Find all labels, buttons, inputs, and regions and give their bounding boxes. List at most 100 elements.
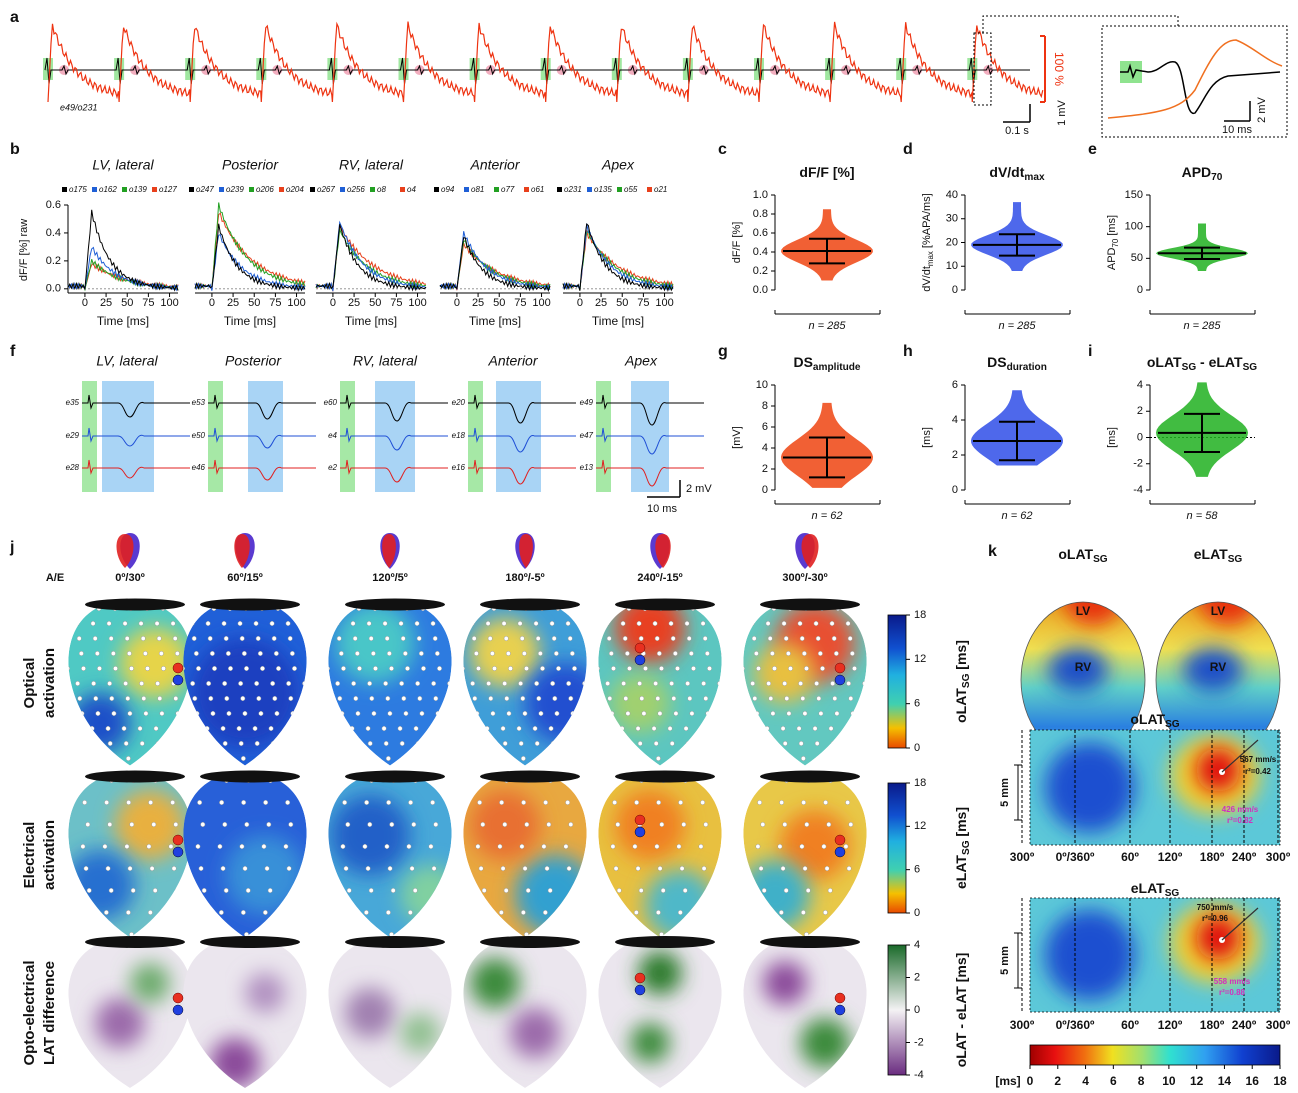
y-axis-label-part: dF/F [%] <box>731 222 743 264</box>
stim-window <box>340 381 355 492</box>
activation-region <box>638 951 682 995</box>
electrode-dot <box>735 910 739 914</box>
optical-trace <box>562 230 674 291</box>
electrode-dot <box>301 621 307 626</box>
electrode-dot <box>269 621 275 626</box>
electrode-dot <box>429 726 435 731</box>
electrode-dot <box>221 621 227 626</box>
panel-title: DSamplitude <box>793 354 860 373</box>
electrode-dot <box>240 696 246 701</box>
electrode-dot <box>367 741 373 746</box>
activation-region <box>335 603 415 683</box>
y-axis-label: [ms] <box>1106 427 1118 448</box>
electrode-dot <box>767 636 773 641</box>
electrode-dot <box>760 822 766 827</box>
atrial-cut <box>85 598 185 611</box>
colorbar-tick-label: -4 <box>914 1069 924 1081</box>
ecg-trace <box>44 57 1030 85</box>
electrode-dot <box>126 651 132 656</box>
electrode-dot <box>371 711 377 716</box>
electrode-dot <box>723 606 727 610</box>
electrode-dot <box>189 756 192 761</box>
y-tick-label: 30 <box>946 213 958 225</box>
colorbar-label-part: oLAT - eLAT [ms] <box>953 953 969 1068</box>
electrode-dot <box>159 711 165 716</box>
electrode-dot <box>831 636 837 641</box>
electrode-dot <box>623 696 629 701</box>
electrode-dot <box>472 756 478 761</box>
electrode-dot <box>592 756 596 760</box>
electrode-dot <box>603 726 609 731</box>
y-tick-label: 2 <box>762 463 768 475</box>
electrode-dot <box>288 822 294 827</box>
electrode-dot <box>822 910 828 915</box>
x-tick-label: 100 <box>655 297 673 309</box>
y-axis-label: dF/F [%] <box>731 222 743 264</box>
electrode-dot <box>638 636 644 641</box>
electrode-dot <box>186 621 192 626</box>
electrode-dot <box>639 696 645 701</box>
legend-swatch <box>587 187 592 192</box>
y-tick-label: 0.6 <box>46 199 61 211</box>
electrode-dot <box>205 621 211 626</box>
electrode-dot <box>210 711 216 716</box>
electrode-dot <box>448 636 452 641</box>
electrode-dot <box>266 822 272 827</box>
x-tick-label: 120º <box>1158 850 1183 864</box>
panel-title-part: - eLAT <box>1196 354 1243 370</box>
electrode-dot <box>764 726 770 731</box>
electrode-dot <box>570 711 576 716</box>
electrode-dot <box>111 711 117 716</box>
electrode-dot <box>222 741 228 746</box>
optical-trace <box>194 212 306 291</box>
electrogram <box>340 394 448 422</box>
electrode-dot <box>691 666 696 671</box>
y-tick-label: 0 <box>1137 284 1143 296</box>
colorbar-tick-label: 0 <box>1027 1074 1034 1088</box>
colorbar-label-part: eLAT <box>953 855 969 889</box>
electrode-dot <box>518 741 524 746</box>
region-title: Apex <box>601 157 635 173</box>
electrode-dot <box>844 910 850 915</box>
electrode-dot <box>598 778 600 783</box>
landmark <box>172 1004 184 1016</box>
electrode-dot <box>175 910 179 914</box>
electrode-dot <box>749 621 755 626</box>
electrode-dot <box>501 621 507 626</box>
electrode-dot <box>653 741 659 746</box>
electrode-dot <box>738 651 742 655</box>
electrode-dot <box>446 621 452 626</box>
electrode-dot <box>637 681 643 686</box>
velocity-vector <box>1221 907 1259 941</box>
heart-map <box>68 600 192 766</box>
electrode-dot <box>157 696 163 701</box>
electrode-dot <box>173 932 178 937</box>
heart-map <box>463 938 587 1088</box>
legend-label: o239 <box>226 185 244 194</box>
electrode-dot <box>654 844 660 849</box>
activation-region <box>510 1008 560 1058</box>
electrode-dot <box>519 844 525 849</box>
electrode-dot <box>737 866 741 870</box>
electrode-dot <box>863 636 867 641</box>
electrode-dot <box>364 800 370 805</box>
electrode-dot <box>546 822 552 827</box>
electrode-dot <box>524 666 529 671</box>
y-tick-label: 0 <box>762 484 768 496</box>
map-frame <box>1029 897 1281 1013</box>
electrode-dot <box>534 741 540 746</box>
electrode-dot <box>752 756 758 761</box>
optical-trace <box>439 242 551 291</box>
y-tick-label: 6 <box>952 379 958 391</box>
electrode-dot <box>598 606 600 611</box>
electrode-dot <box>846 741 852 746</box>
electrode-dot <box>308 666 312 670</box>
electrode-dot <box>80 844 86 849</box>
electrode-dot <box>365 726 371 731</box>
legend-swatch <box>617 187 622 192</box>
electrode-dot <box>107 932 112 937</box>
electrode-dot <box>90 621 96 626</box>
electrode-dot <box>815 636 821 641</box>
electrode-dot <box>335 741 341 746</box>
electrode-dot <box>170 800 176 805</box>
